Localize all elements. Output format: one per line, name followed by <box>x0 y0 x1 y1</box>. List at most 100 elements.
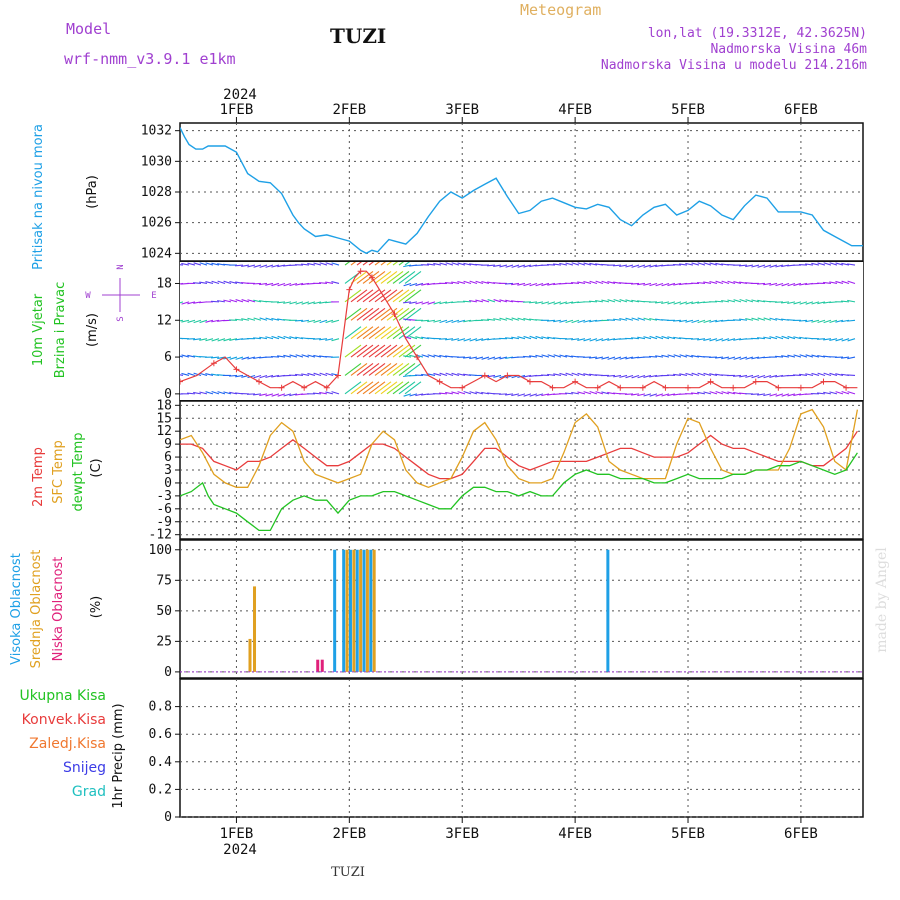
cloud-bar <box>359 549 363 672</box>
compass-west: W <box>85 291 91 301</box>
wind-arrow <box>601 299 610 303</box>
wind-arrow <box>523 355 532 358</box>
wind-arrow <box>404 381 422 395</box>
wind-arrow <box>517 336 526 340</box>
wind-arrow <box>344 307 362 321</box>
wind-arrow <box>637 374 646 379</box>
wind-arrow <box>451 319 460 324</box>
cloud-bar <box>342 549 346 672</box>
wind-arrow <box>577 319 586 324</box>
wind-arrow <box>319 319 328 324</box>
wind-speed-marker <box>368 274 375 281</box>
wind-arrow <box>541 336 550 340</box>
wind-arrow <box>457 391 466 395</box>
cloud-bar <box>320 659 324 672</box>
wind-arrow <box>745 356 754 360</box>
wind-arrow <box>691 354 700 358</box>
wind-arrow <box>523 317 532 321</box>
wind-arrow <box>679 263 688 266</box>
wind-arrow <box>811 301 820 305</box>
wind-ytick-labels: 0 6 12 18 <box>156 276 180 402</box>
wind-arrow <box>223 299 232 303</box>
wind-arrow <box>247 356 256 360</box>
wind-arrow <box>223 356 232 360</box>
wind-arrow <box>841 391 850 395</box>
wind-arrow <box>655 301 664 304</box>
wind-arrow <box>325 391 334 395</box>
wind-arrow <box>655 355 664 358</box>
wind-arrow <box>841 300 850 303</box>
wind-arrow <box>433 372 442 376</box>
wind-arrow <box>362 307 380 321</box>
temperature-ytick-label: 15 <box>156 411 172 426</box>
wind-arrow <box>709 262 718 266</box>
wind-arrow <box>421 319 430 322</box>
wind-arrow <box>265 282 274 286</box>
cloud-frame <box>179 539 864 679</box>
wind-arrow <box>223 280 232 284</box>
wind-arrow <box>565 372 574 376</box>
wind-arrow <box>841 280 850 284</box>
wind-arrow <box>715 280 724 284</box>
precip-legend-item: Ukupna Kisa <box>19 688 106 704</box>
wind-arrow <box>829 262 838 266</box>
wind-arrow <box>847 356 856 360</box>
cloud-bar <box>362 549 366 672</box>
wind-arrow <box>673 301 682 305</box>
wind-arrow <box>181 262 190 266</box>
wind-arrow <box>307 262 316 266</box>
wind-arrow <box>319 372 328 376</box>
wind-arrow <box>493 299 502 303</box>
wind-arrow <box>392 344 410 358</box>
wind-arrow <box>583 338 592 342</box>
wind-arrow <box>199 372 208 376</box>
wind-arrow <box>445 319 454 324</box>
wind-arrow <box>727 280 736 284</box>
wind-arrow <box>392 307 410 321</box>
wind-speed-marker <box>820 378 827 385</box>
wind-arrow <box>398 262 405 266</box>
wind-arrow <box>709 338 718 342</box>
wind-arrow <box>793 282 802 287</box>
wind-arrow <box>362 289 380 303</box>
wind-arrow <box>271 282 280 287</box>
wind-arrow <box>673 282 682 286</box>
wind-arrow <box>439 301 448 305</box>
wind-arrow <box>475 338 484 342</box>
cloud-bar <box>606 549 610 672</box>
wind-arrow <box>798 263 808 266</box>
wind-arrow <box>270 355 280 358</box>
wind-arrow <box>823 281 832 285</box>
wind-arrow <box>301 301 310 305</box>
wind-barb-field <box>180 262 863 400</box>
wind-arrow <box>721 391 730 395</box>
wind-arrow <box>398 381 416 395</box>
wind-arrow <box>835 338 844 342</box>
wind-arrow <box>386 271 404 284</box>
precip-ytick-labels: 0 0.2 0.4 0.6 0.8 <box>149 700 180 825</box>
wind-arrow <box>577 338 586 341</box>
wind-arrow <box>271 264 280 268</box>
cloud-bar <box>248 638 252 672</box>
cloud-ytick-label: 25 <box>156 634 172 649</box>
cloud-bar <box>365 549 369 672</box>
mid-cloud-label: Srednja Oblacnost <box>29 550 44 669</box>
wind-arrow <box>757 374 766 379</box>
wind-arrow <box>577 281 586 285</box>
wind-arrow <box>433 301 442 305</box>
wind-speed-marker <box>256 378 263 385</box>
wind-arrow <box>504 282 514 285</box>
wind-arrow <box>247 317 256 321</box>
wind-speed-marker <box>662 384 669 391</box>
wind-arrow <box>350 363 368 376</box>
top-date-5feb: 5FEB <box>671 102 705 118</box>
wind-label-1: 10m Vjetar <box>31 293 46 366</box>
wind-arrow <box>409 335 418 340</box>
wind-arrow <box>619 356 628 360</box>
wind-arrow <box>193 391 202 395</box>
cloud-bar <box>333 549 337 672</box>
top-year-label: 2024 <box>223 87 257 103</box>
wind-arrow <box>403 393 412 397</box>
wind-speed-marker <box>572 378 579 385</box>
low-cloud-label: Niska Oblacnost <box>51 557 66 662</box>
